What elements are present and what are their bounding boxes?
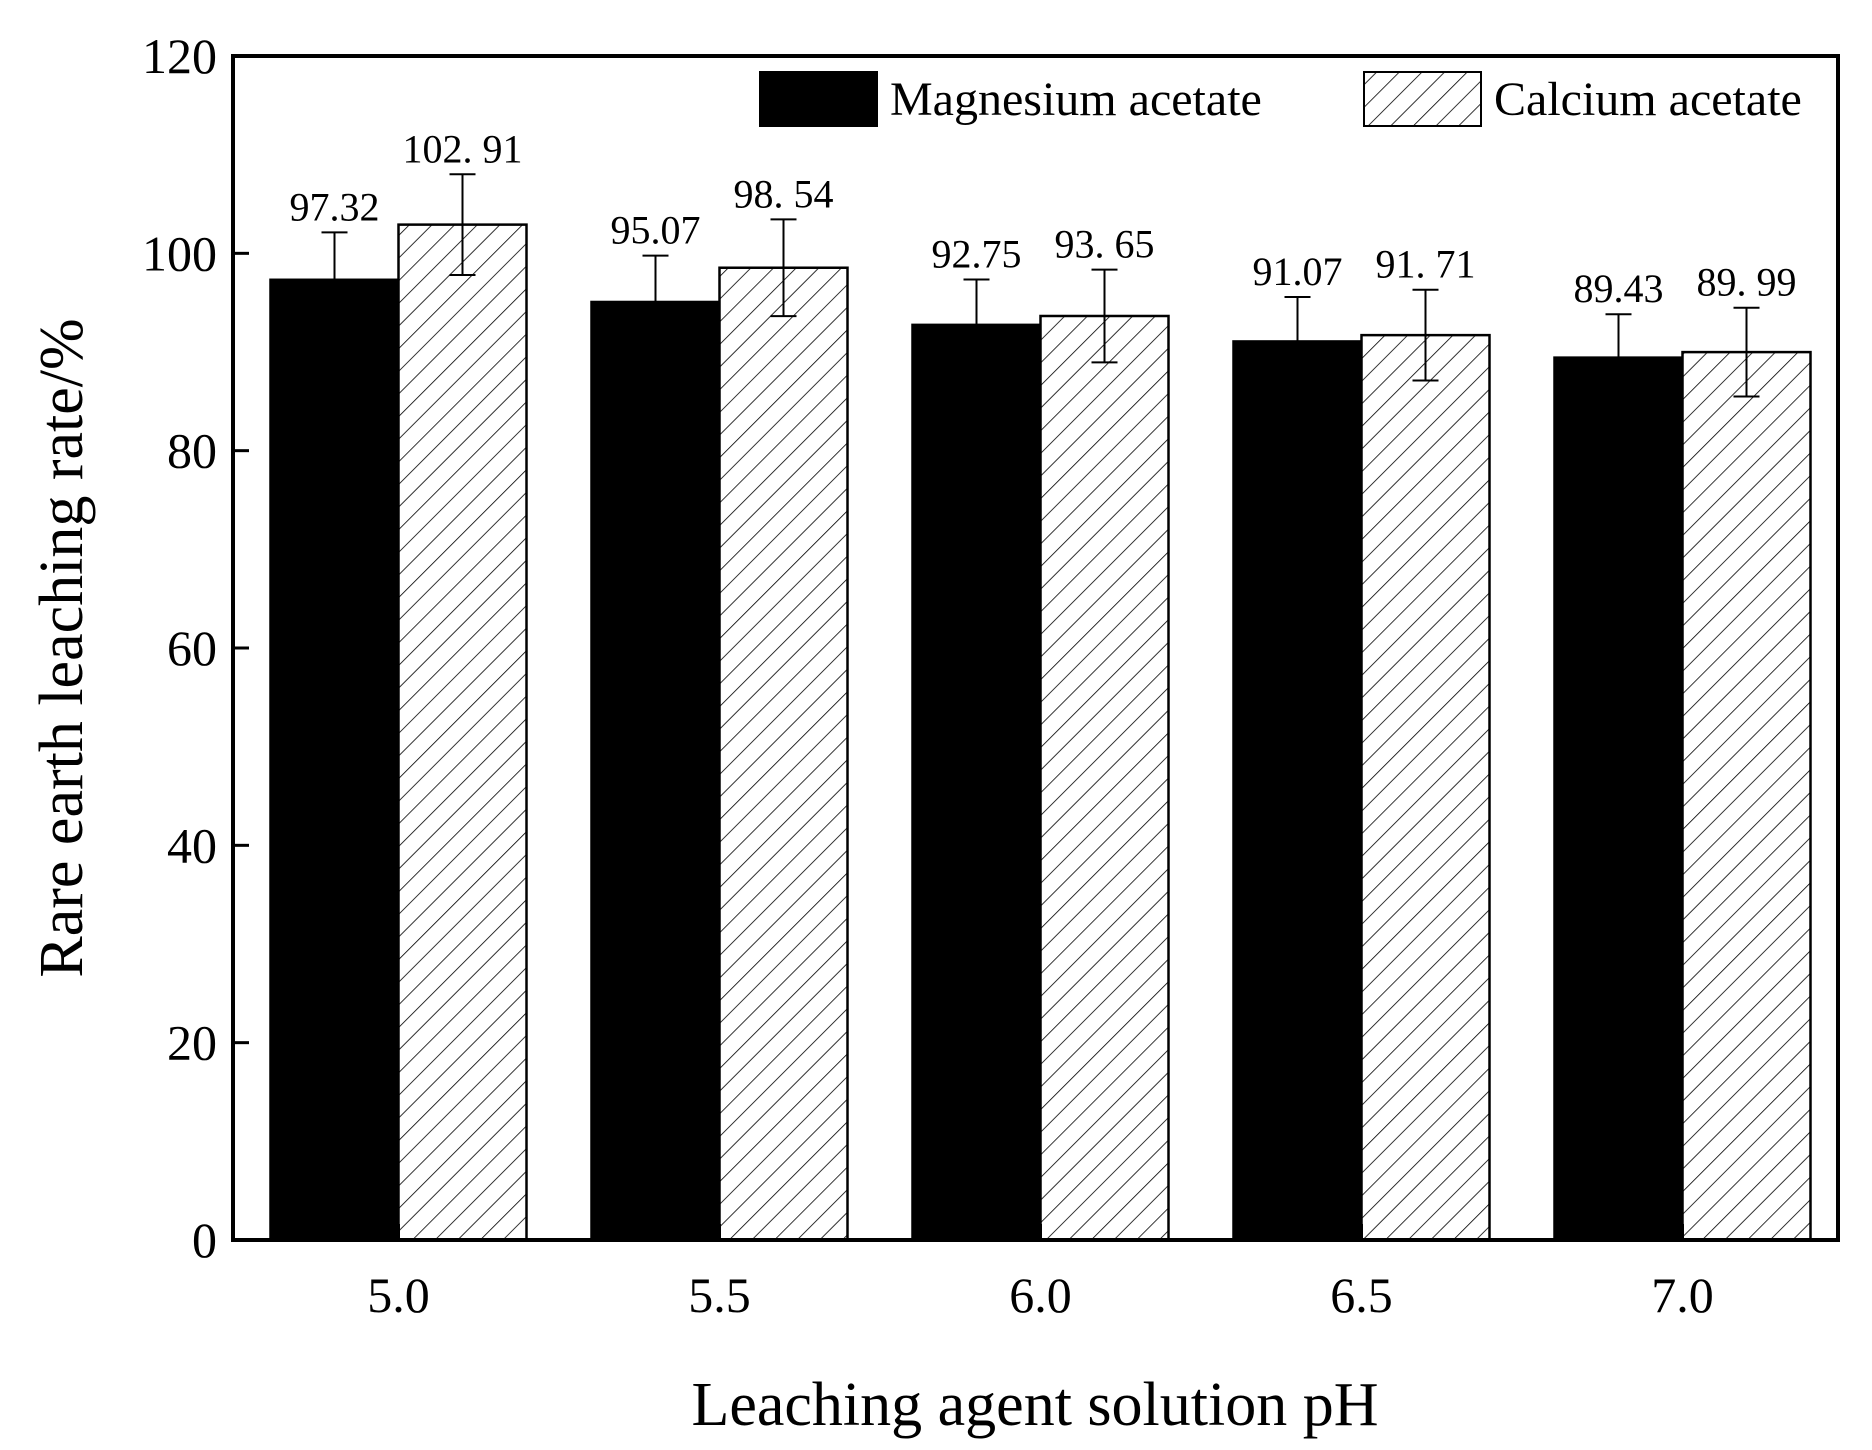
x-tick-label: 5.0 xyxy=(367,1267,430,1323)
data-label: 92.75 xyxy=(932,231,1022,276)
x-tick-label: 5.5 xyxy=(688,1267,751,1323)
y-axis-title: Rare earth leaching rate/% xyxy=(28,318,96,977)
bar-calcium-acetate-5.5 xyxy=(718,266,849,1242)
y-axis: 0 20 40 60 80 100 120 xyxy=(142,28,249,1268)
bar-calcium-acetate-5.0 xyxy=(397,223,528,1242)
x-tick-label: 7.0 xyxy=(1651,1267,1714,1323)
y-tick-label: 60 xyxy=(167,620,217,676)
bar-magnesium-acetate-6.5 xyxy=(1232,340,1363,1242)
x-axis: 5.0 5.5 6.0 6.5 7.0 xyxy=(367,1224,1714,1323)
data-label: 93. 65 xyxy=(1055,222,1155,267)
data-labels-layer: 97.32 102. 91 95.07 98. 54 92.75 93. 65 91.07 9… xyxy=(290,126,1797,311)
data-label: 102. 91 xyxy=(403,126,523,171)
data-label: 89. 99 xyxy=(1697,260,1797,305)
legend-swatch-magnesium-acetate xyxy=(759,71,878,127)
x-tick-label: 6.5 xyxy=(1330,1267,1393,1323)
bars-layer xyxy=(269,223,1812,1242)
data-label: 89.43 xyxy=(1574,266,1664,311)
y-tick-label: 80 xyxy=(167,423,217,479)
legend-swatch-calcium-acetate xyxy=(1363,71,1482,127)
x-axis-title: Leaching agent solution pH xyxy=(692,1371,1379,1439)
y-tick-label: 100 xyxy=(142,225,217,281)
data-label: 97.32 xyxy=(290,184,380,229)
bar-magnesium-acetate-5.5 xyxy=(590,300,721,1242)
legend-label-calcium-acetate: Calcium acetate xyxy=(1494,73,1802,126)
bar-magnesium-acetate-6.0 xyxy=(911,323,1042,1242)
error-bars-layer xyxy=(321,173,1760,403)
x-tick-label: 6.0 xyxy=(1009,1267,1072,1323)
data-label: 91.07 xyxy=(1253,249,1343,294)
bar-calcium-acetate-6.5 xyxy=(1360,333,1491,1242)
bar-calcium-acetate-6.0 xyxy=(1039,314,1170,1242)
data-label: 91. 71 xyxy=(1376,242,1476,287)
bar-calcium-acetate-7.0 xyxy=(1681,350,1812,1242)
bar-magnesium-acetate-7.0 xyxy=(1553,356,1684,1242)
y-tick-label: 0 xyxy=(192,1212,217,1268)
data-label: 98. 54 xyxy=(734,171,834,216)
legend-label-magnesium-acetate: Magnesium acetate xyxy=(890,73,1262,126)
y-tick-label: 120 xyxy=(142,28,217,84)
y-tick-label: 40 xyxy=(167,817,217,873)
bar-magnesium-acetate-5.0 xyxy=(269,278,400,1242)
data-label: 95.07 xyxy=(611,208,701,253)
y-tick-label: 20 xyxy=(167,1015,217,1071)
legend: Magnesium acetate Calcium acetate xyxy=(759,71,1802,127)
